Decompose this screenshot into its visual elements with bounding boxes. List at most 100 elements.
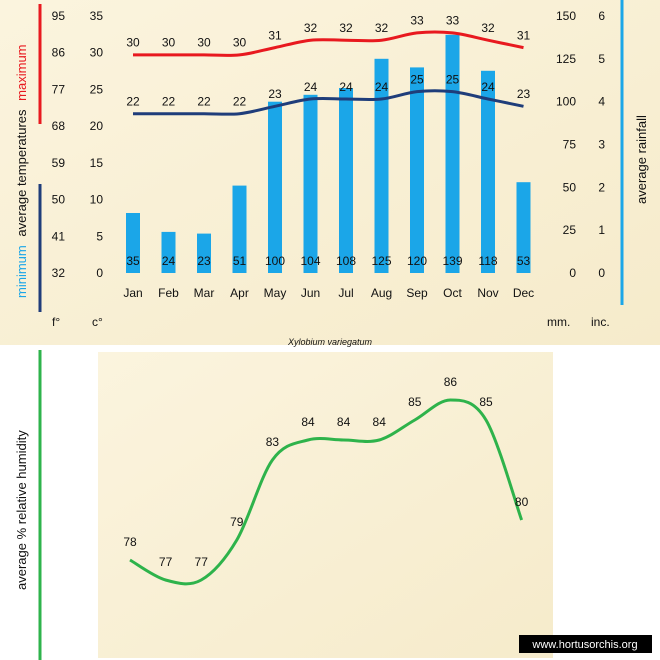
watermark-text: www.hortusorchis.org — [531, 639, 637, 651]
mm-tick: 100 — [556, 95, 576, 109]
rain-bar-may — [268, 101, 282, 273]
rain-bar-apr — [232, 185, 247, 273]
celsius-tick: 25 — [90, 82, 104, 96]
month-label-apr: Apr — [230, 286, 249, 300]
max-value-label: 32 — [481, 21, 495, 35]
celsius-tick: 5 — [96, 229, 103, 243]
min-value-label: 24 — [304, 80, 318, 94]
celsius-tick: 0 — [96, 266, 103, 280]
rain-bar-sep — [410, 67, 424, 274]
max-value-label: 33 — [446, 14, 460, 28]
chart-title: Xylobium variegatum — [287, 337, 373, 347]
inch-tick: 0 — [598, 266, 605, 280]
rain-value-label: 35 — [126, 254, 140, 268]
month-label-feb: Feb — [158, 286, 179, 300]
month-label-aug: Aug — [371, 286, 392, 300]
rain-bar-feb — [161, 231, 176, 273]
rain-bars — [126, 34, 531, 274]
rain-value-label: 104 — [300, 254, 320, 268]
rain-bar-jan — [126, 213, 140, 273]
month-label-nov: Nov — [477, 286, 498, 300]
humidity-value-label: 84 — [301, 415, 315, 429]
min-value-label: 23 — [268, 87, 282, 101]
humidity-panel-background — [98, 352, 553, 658]
mm-tick: 25 — [563, 223, 577, 237]
mm-tick: 50 — [563, 180, 577, 194]
humidity-line: 78 77 77 79 83 84 84 84 85 86 85 80 — [123, 375, 529, 586]
fahrenheit-tick: 59 — [52, 156, 66, 170]
min-value-label: 24 — [339, 80, 353, 94]
fahrenheit-tick: 77 — [52, 82, 66, 96]
rain-value-label: 24 — [162, 254, 176, 268]
max-value-label: 31 — [517, 28, 531, 42]
max-value-label: 30 — [126, 36, 140, 50]
humidity-value-label: 79 — [230, 515, 244, 529]
rain-bar-dec — [516, 182, 531, 273]
min-value-label: 22 — [126, 94, 140, 108]
humidity-value-label: 83 — [266, 435, 280, 449]
rain-value-label: 100 — [265, 254, 285, 268]
humidity-value-label: 85 — [479, 395, 493, 409]
min-value-label: 25 — [410, 72, 424, 86]
max-value-label: 31 — [268, 28, 282, 42]
max-value-label: 32 — [339, 21, 353, 35]
max-value-label: 32 — [375, 21, 389, 35]
min-value-label: 24 — [375, 80, 389, 94]
avg-temp-word: average temperatures — [14, 109, 29, 237]
humidity-value-label: 80 — [515, 495, 529, 509]
month-label-jan: Jan — [123, 286, 142, 300]
min-value-label: 23 — [517, 87, 531, 101]
mm-tick: 0 — [569, 266, 576, 280]
max-value-label: 30 — [233, 36, 247, 50]
data-labels: 30 30 30 30 31 32 32 32 33 33 32 31 22 22 22 22 23 24 24 24… — [126, 14, 530, 268]
celsius-tick: 35 — [90, 9, 104, 23]
top-panel-background — [0, 0, 660, 345]
humidity-value-label: 84 — [373, 415, 387, 429]
rain-value-label: 108 — [336, 254, 356, 268]
rain-value-label: 125 — [371, 254, 391, 268]
fahrenheit-tick: 86 — [52, 46, 66, 60]
rain-value-label: 118 — [478, 254, 497, 268]
fahrenheit-tick: 68 — [52, 119, 66, 133]
rain-bar-jul — [339, 88, 353, 273]
inch-tick: 3 — [598, 138, 605, 152]
min-temperature-line — [133, 89, 524, 116]
min-value-label: 22 — [233, 94, 247, 108]
max-value-label: 33 — [410, 14, 424, 28]
humidity-value-label: 86 — [444, 375, 458, 389]
min-value-label: 25 — [446, 72, 460, 86]
rain-value-label: 53 — [517, 254, 531, 268]
humidity-value-label: 85 — [408, 395, 422, 409]
celsius-tick: 20 — [90, 119, 104, 133]
humidity-value-label: 77 — [195, 555, 209, 569]
rain-bar-aug — [374, 58, 389, 273]
month-label-oct: Oct — [443, 286, 462, 300]
inch-tick: 1 — [598, 223, 605, 237]
rain-bar-mar — [197, 233, 211, 273]
mm-tick: 150 — [556, 9, 576, 23]
rain-value-label: 139 — [442, 254, 462, 268]
month-label-may: May — [264, 286, 287, 300]
celsius-tick: 10 — [90, 193, 104, 207]
right-axis-title: average rainfall — [634, 115, 649, 204]
mm-tick: 125 — [556, 52, 576, 66]
month-label-mar: Mar — [194, 286, 215, 300]
min-value-label: 24 — [481, 80, 495, 94]
unit-fahrenheit: f° — [52, 315, 60, 329]
inch-tick: 2 — [598, 180, 605, 194]
max-word: maximum — [14, 44, 29, 100]
fahrenheit-tick: 32 — [52, 266, 66, 280]
min-word: minimum — [14, 245, 29, 298]
celsius-tick: 30 — [90, 46, 104, 60]
rain-bar-oct — [445, 34, 460, 273]
month-label-sep: Sep — [406, 286, 428, 300]
rain-value-label: 120 — [407, 254, 427, 268]
max-value-label: 30 — [197, 36, 211, 50]
unit-mm: mm. — [547, 315, 570, 329]
humidity-value-label: 84 — [337, 415, 351, 429]
inch-tick: 4 — [598, 95, 605, 109]
humidity-value-label: 77 — [159, 555, 173, 569]
month-label-jun: Jun — [301, 286, 320, 300]
watermark-background — [519, 635, 652, 653]
